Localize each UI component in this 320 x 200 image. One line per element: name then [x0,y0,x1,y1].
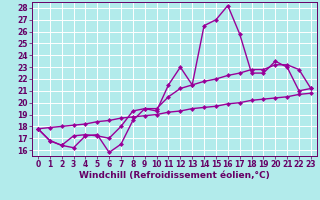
X-axis label: Windchill (Refroidissement éolien,°C): Windchill (Refroidissement éolien,°C) [79,171,270,180]
